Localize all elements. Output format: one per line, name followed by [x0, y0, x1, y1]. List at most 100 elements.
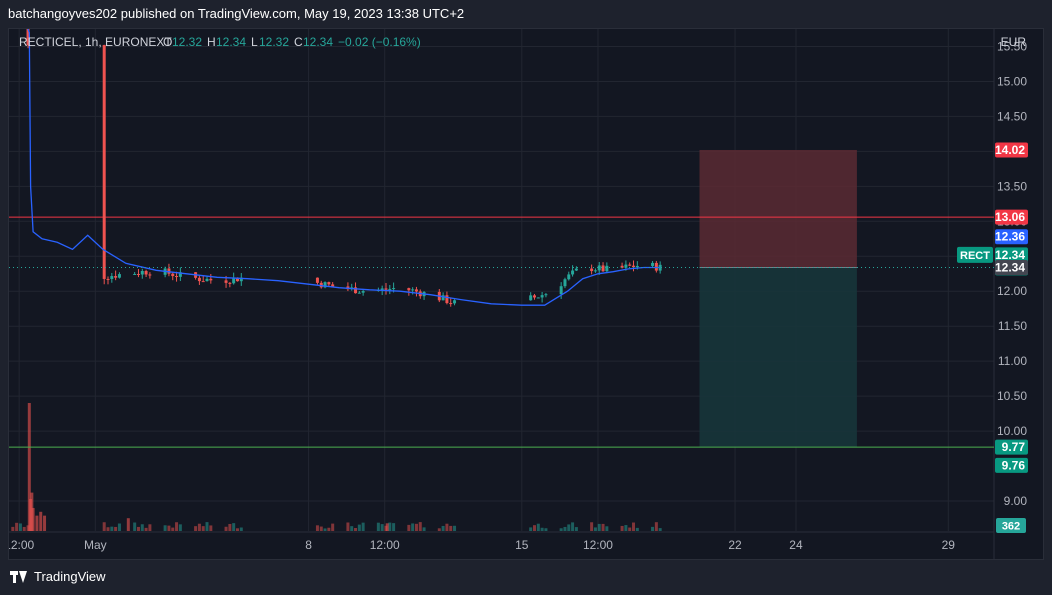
candle-body-66 [593, 270, 597, 272]
candle-53 [449, 297, 453, 307]
y-tick-label-10: 14.50 [997, 109, 1027, 123]
candle-12 [140, 268, 144, 279]
candle-body-8 [114, 276, 118, 278]
volume-bar-37 [354, 528, 358, 531]
candle-29 [239, 273, 243, 286]
candle-60 [559, 282, 563, 299]
candle-16 [167, 263, 171, 277]
volume-bar-32 [323, 528, 327, 531]
candle-body-43 [388, 288, 392, 290]
candle-43 [388, 284, 392, 295]
volume-spike-6 [43, 515, 47, 531]
volume-bar-23 [205, 522, 209, 531]
candle-17 [171, 272, 175, 281]
candle-body-22 [201, 281, 205, 283]
volume-bar-75 [651, 526, 655, 531]
candle-body-56 [533, 295, 537, 298]
x-tick-label-2: 8 [305, 538, 312, 552]
candle-19 [178, 267, 182, 282]
candle-5 [102, 44, 106, 285]
price-label-bg-6 [995, 457, 1028, 473]
volume-bar-51 [441, 525, 445, 531]
x-tick-label-7: 24 [789, 538, 803, 552]
ohlc-legend: RECTICEL, 1h, EURONEXT O 12.32 H 12.34 L… [19, 35, 421, 49]
volume-bar-30 [315, 525, 319, 531]
y-tick-label-2: 10.50 [997, 389, 1027, 403]
legend-c-value: 12.34 [303, 35, 333, 49]
candle-body-14 [148, 274, 152, 276]
legend-symbol: RECTICEL, 1h, EURONEXT [19, 35, 172, 49]
x-tick-label-3: 12:00 [370, 538, 400, 552]
candle-38 [357, 291, 361, 294]
candle-58 [540, 292, 544, 303]
candle-body-5 [102, 45, 106, 279]
volume-spike-8 [385, 523, 389, 531]
volume-bar-73 [632, 522, 636, 531]
volume-bar-47 [414, 523, 418, 531]
symbol-tag: RECT [957, 246, 993, 263]
candle-body-65 [590, 268, 594, 272]
volume-bar-64 [574, 527, 578, 531]
volume-bar-8 [114, 526, 118, 531]
y-tick-label-0: 9.00 [1004, 494, 1028, 508]
candle-56 [533, 293, 537, 300]
candle-73 [632, 260, 636, 272]
candle-body-51 [441, 295, 445, 301]
volume-bar-58 [540, 527, 544, 531]
volume-bar-63 [571, 522, 575, 531]
volume-bar-61 [563, 526, 567, 531]
candle-33 [327, 281, 331, 287]
volume-bar-39 [361, 522, 365, 531]
candle-37 [354, 282, 358, 294]
volume-bar-72 [628, 527, 632, 531]
volume-bar-35 [346, 522, 350, 531]
candle-body-24 [209, 278, 213, 281]
volume-bar-62 [567, 524, 571, 531]
volume-bar-19 [178, 524, 182, 531]
price-chart[interactable]: 12:00 May 8 12:00 15 12:00 22 24 29 9.00 10.00 10.… [4, 11, 1043, 559]
volume-bar-31 [319, 526, 323, 531]
candle-body-44 [392, 288, 396, 290]
volume-bar-54 [453, 525, 457, 531]
candle-body-60 [559, 286, 563, 295]
volume-bar-33 [327, 527, 331, 531]
candle-61 [563, 277, 567, 289]
x-tick-label-5: 12:00 [583, 538, 613, 552]
candle-body-26 [228, 282, 232, 284]
price-label-bg-0 [995, 142, 1028, 158]
price-label-3: 12.34 [995, 248, 1025, 262]
chart-frame[interactable]: 12:00 May 8 12:00 15 12:00 22 24 29 9.00 10.00 10.… [4, 11, 1044, 560]
volume-bar-5 [102, 522, 106, 531]
moving-average-line [8, 14, 661, 306]
candle-18 [175, 271, 179, 282]
candle-21 [197, 275, 201, 285]
candle-8 [114, 270, 118, 281]
volume-spike-0 [27, 403, 31, 531]
candle-body-23 [205, 278, 209, 282]
candle-body-75 [651, 262, 655, 266]
candle-10 [133, 272, 137, 275]
candle-body-34 [331, 284, 335, 287]
y-tick-label-4: 11.50 [998, 319, 1027, 333]
y-tick-label-11: 15.00 [997, 74, 1027, 88]
candle-31 [319, 280, 323, 289]
candle-body-41 [380, 288, 384, 290]
candle-body-38 [357, 292, 361, 294]
candle-body-62 [567, 274, 571, 280]
position-zones[interactable] [699, 149, 857, 448]
candle-body-55 [529, 295, 533, 301]
tradingview-footer[interactable]: TradingView [10, 566, 106, 588]
legend-h-label: H [207, 35, 216, 49]
volume-bar-3 [22, 526, 26, 531]
candle-9 [117, 272, 121, 279]
candle-35 [346, 282, 350, 292]
horizontal-lines[interactable] [9, 216, 994, 448]
volume-bar-14 [148, 524, 152, 531]
candle-body-16 [167, 268, 171, 274]
candle-68 [601, 262, 605, 272]
x-axis[interactable]: 12:00 May 8 12:00 15 12:00 22 24 29 [4, 538, 955, 552]
candle-body-57 [536, 297, 540, 299]
candle-30 [315, 277, 319, 285]
volume-bar-52 [445, 523, 449, 531]
volume-bar-27 [232, 523, 236, 531]
